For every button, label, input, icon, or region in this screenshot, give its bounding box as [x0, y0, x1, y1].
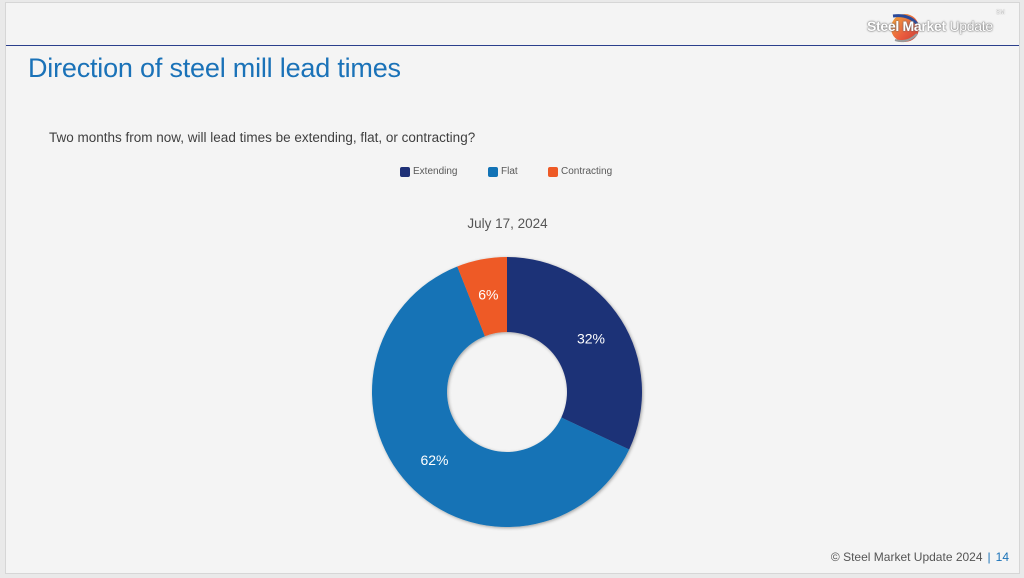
slice-extending — [507, 257, 643, 450]
chart-title: July 17, 2024 — [467, 216, 548, 231]
slice-label-flat: 62% — [420, 452, 448, 468]
steel-market-update-logo: Steel Market Update SM — [857, 10, 1007, 44]
legend-swatch-flat — [488, 166, 498, 177]
legend-item-contracting: Contracting — [548, 166, 612, 177]
logo-swoosh-icon — [891, 14, 919, 43]
page-number: 14 — [995, 550, 1009, 564]
legend-item-extending: Extending — [400, 166, 457, 177]
legend-label-extending: Extending — [413, 166, 458, 177]
header-divider — [6, 45, 1019, 46]
slice-flat — [372, 266, 630, 527]
logo-wordmark: Steel Market Update — [867, 18, 993, 34]
slice-label-contracting: 6% — [478, 286, 498, 302]
page-title: Direction of steel mill lead times — [28, 53, 401, 83]
slide: Steel Market Update SM Direction of stee… — [5, 2, 1020, 574]
logo-mark: SM — [996, 10, 1005, 16]
survey-question: Two months from now, will lead times be … — [49, 130, 476, 145]
slice-contracting — [457, 257, 507, 337]
legend-swatch-contracting — [548, 166, 558, 177]
copyright-text: © Steel Market Update 2024 — [830, 550, 983, 564]
chart-legend: Extending Flat Contracting — [6, 166, 1019, 182]
footer: © Steel Market Update 2024 | 14 — [831, 550, 1009, 564]
legend-label-contracting: Contracting — [561, 166, 613, 177]
legend-item-flat: Flat — [488, 166, 518, 177]
legend-label-flat: Flat — [501, 166, 518, 177]
footer-separator: | — [987, 550, 991, 564]
legend-swatch-extending — [400, 166, 410, 177]
donut-chart: 32% 62% 6% — [372, 257, 643, 527]
slice-label-extending: 32% — [577, 331, 605, 347]
